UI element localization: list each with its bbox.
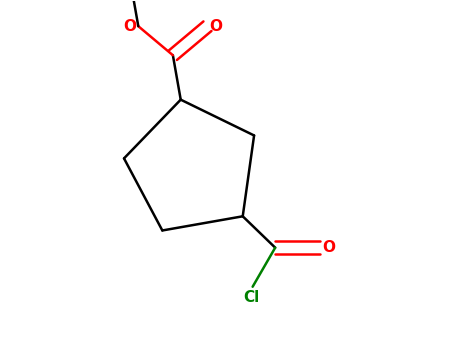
Text: O: O [322, 240, 335, 255]
Text: O: O [209, 19, 222, 34]
Text: O: O [124, 19, 136, 34]
Text: Cl: Cl [243, 290, 259, 305]
